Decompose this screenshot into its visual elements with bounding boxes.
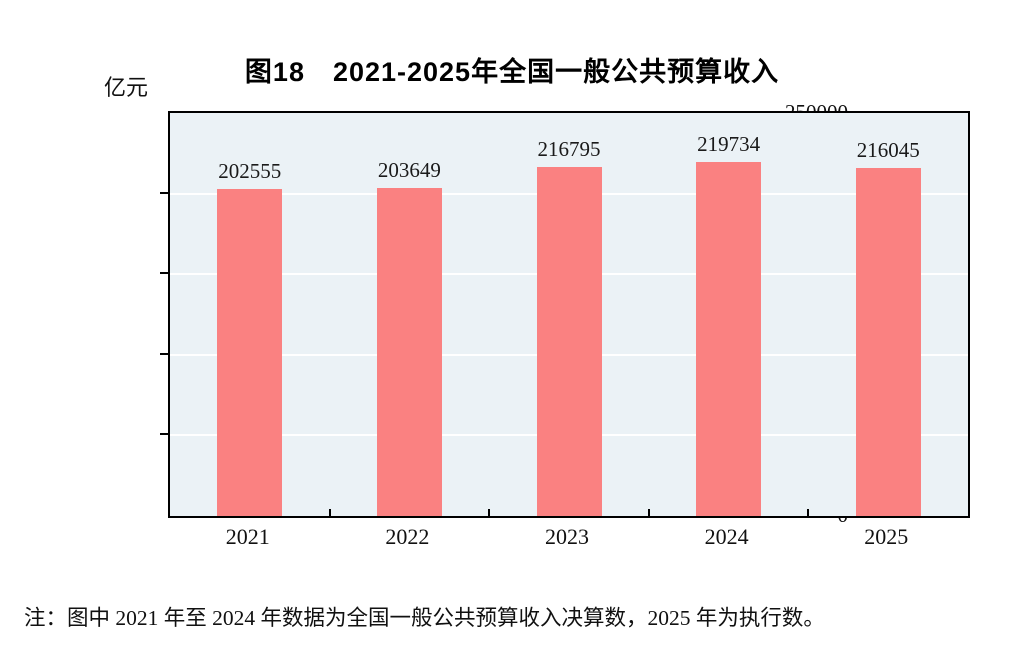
bar-2023	[536, 166, 602, 516]
y-axis-unit-label: 亿元	[104, 75, 149, 100]
x-axis-tick	[328, 509, 331, 516]
x-axis-tick	[807, 509, 810, 516]
bar-value-label-2024: 219734	[697, 131, 761, 156]
x-tick-label-2025: 2025	[864, 524, 909, 549]
bar-2022	[376, 187, 442, 516]
footnote: 注：图中 2021 年至 2024 年数据为全国一般公共预算收入决算数，2025…	[24, 606, 825, 630]
bar-value-label-2023: 216795	[537, 136, 601, 161]
bar-value-label-2021: 202555	[218, 159, 282, 184]
bar-value-label-2022: 203649	[377, 157, 441, 182]
y-tick-mark	[160, 272, 168, 275]
bar-value-label-2025: 216045	[856, 137, 920, 162]
x-tick-label-2021: 2021	[225, 524, 270, 549]
plot-area: 202555 203649 216795 219734 216045	[168, 111, 970, 518]
bar-2025	[855, 167, 921, 516]
y-tick-mark	[160, 191, 168, 194]
x-axis-tick	[488, 509, 491, 516]
y-tick-mark	[160, 352, 168, 355]
bar-2021	[217, 189, 283, 516]
x-tick-label-2023: 2023	[545, 524, 589, 549]
y-tick-mark	[160, 433, 168, 436]
x-tick-label-2024: 2024	[704, 524, 749, 549]
x-tick-label-2022: 2022	[385, 524, 430, 549]
chart-title: 图18 2021-2025年全国一般公共预算收入	[244, 57, 780, 87]
bar-2024	[696, 161, 762, 516]
x-axis-tick	[647, 509, 650, 516]
